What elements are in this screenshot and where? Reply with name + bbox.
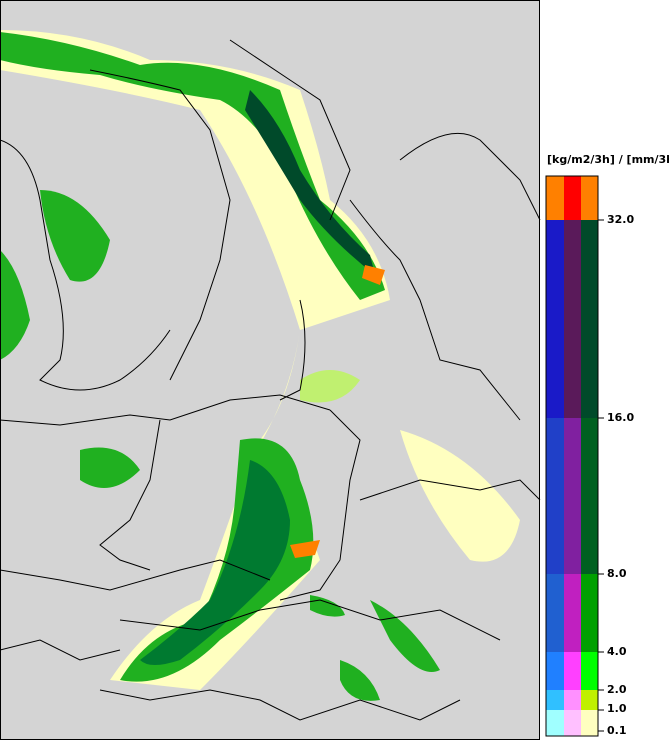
legend-level: 1.0	[607, 702, 627, 715]
legend-level: 32.0	[607, 213, 634, 226]
legend-unit: [kg/m2/3h] / [mm/3h]	[547, 153, 669, 166]
legend: [kg/m2/3h] / [mm/3h] 32.0 16.0 8.0 4.0 2…	[545, 153, 669, 737]
map	[0, 0, 541, 740]
legend-level: 0.1	[607, 724, 627, 737]
legend-level: 2.0	[607, 683, 627, 696]
legend-level: 4.0	[607, 645, 627, 658]
legend-level: 16.0	[607, 411, 634, 424]
legend-level: 8.0	[607, 567, 627, 580]
